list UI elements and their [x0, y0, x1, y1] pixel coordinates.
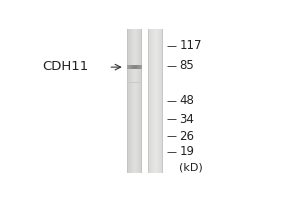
- Text: 117: 117: [179, 39, 202, 52]
- Bar: [136, 29, 137, 173]
- Bar: [127, 29, 128, 173]
- Bar: [141, 65, 142, 69]
- Bar: [155, 29, 156, 173]
- Text: 85: 85: [179, 59, 194, 72]
- Bar: [158, 29, 159, 173]
- Bar: [139, 65, 140, 69]
- Bar: [162, 29, 163, 173]
- Bar: [127, 82, 142, 83]
- Text: 19: 19: [179, 145, 194, 158]
- Bar: [136, 29, 137, 173]
- Bar: [152, 29, 153, 173]
- Bar: [160, 29, 161, 173]
- Bar: [136, 65, 137, 69]
- Bar: [162, 29, 163, 173]
- Bar: [135, 65, 136, 69]
- Text: 48: 48: [179, 95, 194, 108]
- Bar: [137, 29, 138, 173]
- Bar: [148, 29, 149, 173]
- Bar: [132, 29, 133, 173]
- Bar: [161, 29, 162, 173]
- Bar: [135, 29, 136, 173]
- Bar: [132, 65, 133, 69]
- Bar: [141, 29, 142, 173]
- Bar: [133, 29, 134, 173]
- Bar: [128, 29, 129, 173]
- Bar: [133, 65, 134, 69]
- Bar: [159, 29, 160, 173]
- Bar: [141, 29, 142, 173]
- Bar: [139, 29, 140, 173]
- Bar: [129, 29, 130, 173]
- Bar: [138, 29, 139, 173]
- Bar: [138, 65, 139, 69]
- Bar: [131, 29, 132, 173]
- Bar: [128, 65, 129, 69]
- Bar: [156, 29, 157, 173]
- Bar: [140, 65, 141, 69]
- Bar: [153, 29, 154, 173]
- Bar: [137, 65, 138, 69]
- Bar: [130, 29, 131, 173]
- Text: 34: 34: [179, 113, 194, 126]
- Text: CDH11: CDH11: [42, 60, 89, 73]
- Bar: [134, 29, 135, 173]
- Bar: [130, 65, 131, 69]
- Bar: [149, 29, 150, 173]
- Bar: [150, 29, 151, 173]
- Bar: [154, 29, 155, 173]
- Bar: [140, 29, 141, 173]
- Bar: [157, 29, 158, 173]
- Text: (kD): (kD): [179, 162, 203, 172]
- Bar: [129, 65, 130, 69]
- Bar: [127, 65, 128, 69]
- Text: 26: 26: [179, 130, 194, 143]
- Bar: [131, 65, 132, 69]
- Bar: [134, 65, 135, 69]
- Bar: [151, 29, 152, 173]
